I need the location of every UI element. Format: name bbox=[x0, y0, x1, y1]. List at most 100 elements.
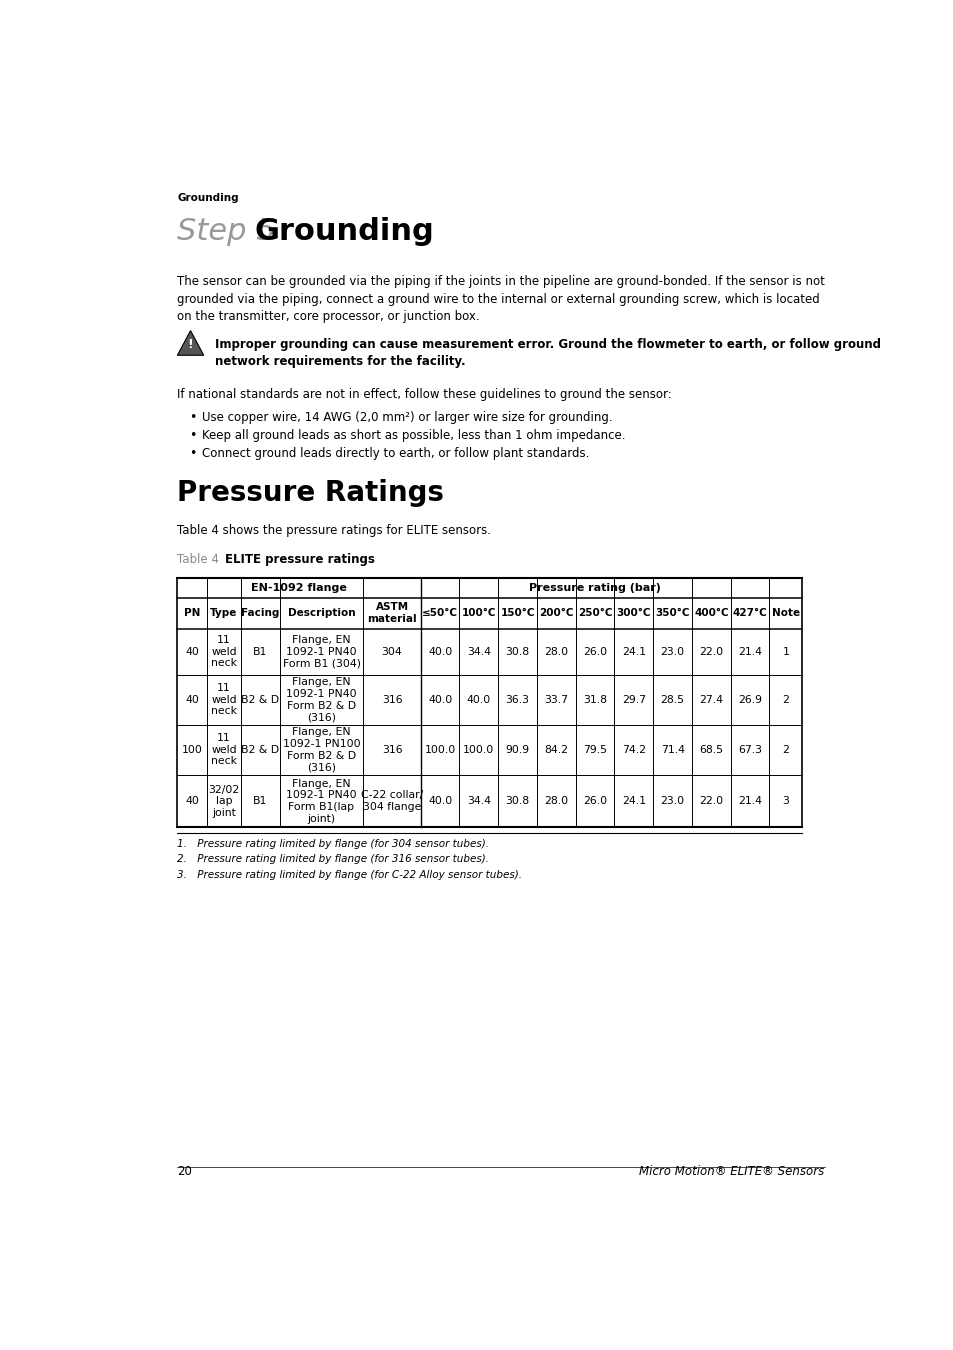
Text: 300°C: 300°C bbox=[616, 609, 650, 618]
Text: 34.4: 34.4 bbox=[466, 647, 491, 656]
Text: Step 5: Step 5 bbox=[177, 217, 275, 247]
Text: 40: 40 bbox=[185, 796, 199, 806]
Text: !: ! bbox=[188, 339, 193, 351]
Text: ASTM
material: ASTM material bbox=[367, 602, 416, 624]
Text: 28.0: 28.0 bbox=[544, 647, 568, 656]
Text: 34.4: 34.4 bbox=[466, 796, 491, 806]
Text: 26.0: 26.0 bbox=[582, 796, 606, 806]
Text: 1: 1 bbox=[781, 647, 788, 656]
Text: 79.5: 79.5 bbox=[582, 745, 606, 755]
Text: Use copper wire, 14 AWG (2,0 mm²) or larger wire size for grounding.: Use copper wire, 14 AWG (2,0 mm²) or lar… bbox=[202, 412, 612, 424]
Text: 28.0: 28.0 bbox=[544, 796, 568, 806]
Text: 40: 40 bbox=[185, 695, 199, 705]
Text: Pressure rating (bar): Pressure rating (bar) bbox=[529, 583, 660, 593]
Text: 67.3: 67.3 bbox=[738, 745, 761, 755]
Text: Micro Motion® ELITE® Sensors: Micro Motion® ELITE® Sensors bbox=[639, 1165, 823, 1179]
Text: 11
weld
neck: 11 weld neck bbox=[211, 634, 236, 668]
Text: 21.4: 21.4 bbox=[738, 796, 761, 806]
Text: B2 & D: B2 & D bbox=[241, 745, 279, 755]
Text: 84.2: 84.2 bbox=[544, 745, 568, 755]
Text: 250°C: 250°C bbox=[578, 609, 612, 618]
Text: 71.4: 71.4 bbox=[659, 745, 684, 755]
Text: B2 & D: B2 & D bbox=[241, 695, 279, 705]
Text: ≤50°C: ≤50°C bbox=[421, 609, 457, 618]
Text: Note: Note bbox=[771, 609, 799, 618]
Text: 29.7: 29.7 bbox=[621, 695, 645, 705]
Text: 23.0: 23.0 bbox=[659, 647, 684, 656]
Text: 100.0: 100.0 bbox=[463, 745, 494, 755]
Text: 32/02
lap
joint: 32/02 lap joint bbox=[208, 784, 239, 818]
Text: C-22 collar/
304 flange: C-22 collar/ 304 flange bbox=[360, 790, 423, 811]
Text: 316: 316 bbox=[381, 695, 402, 705]
Text: B1: B1 bbox=[253, 647, 267, 656]
Text: 400°C: 400°C bbox=[694, 609, 728, 618]
Text: Keep all ground leads as short as possible, less than 1 ohm impedance.: Keep all ground leads as short as possib… bbox=[202, 429, 625, 443]
Text: Flange, EN
1092-1 PN40
Form B1 (304): Flange, EN 1092-1 PN40 Form B1 (304) bbox=[282, 634, 360, 668]
Text: Flange, EN
1092-1 PN100
Form B2 & D
(316): Flange, EN 1092-1 PN100 Form B2 & D (316… bbox=[282, 728, 360, 772]
Text: •: • bbox=[189, 429, 196, 443]
Text: The sensor can be grounded via the piping if the joints in the pipeline are grou: The sensor can be grounded via the pipin… bbox=[177, 275, 824, 288]
Text: 22.0: 22.0 bbox=[699, 796, 722, 806]
Text: 427°C: 427°C bbox=[732, 609, 766, 618]
Text: 21.4: 21.4 bbox=[738, 647, 761, 656]
Text: 27.4: 27.4 bbox=[699, 695, 722, 705]
Text: 11
weld
neck: 11 weld neck bbox=[211, 683, 236, 717]
Text: grounded via the piping, connect a ground wire to the internal or external groun: grounded via the piping, connect a groun… bbox=[177, 293, 820, 305]
Text: 30.8: 30.8 bbox=[505, 647, 529, 656]
Text: 100.0: 100.0 bbox=[424, 745, 456, 755]
Text: 316: 316 bbox=[381, 745, 402, 755]
Text: 2: 2 bbox=[781, 745, 788, 755]
Text: 3: 3 bbox=[781, 796, 788, 806]
Text: 350°C: 350°C bbox=[655, 609, 689, 618]
Text: 40.0: 40.0 bbox=[466, 695, 491, 705]
Polygon shape bbox=[177, 331, 204, 355]
Text: Improper grounding can cause measurement error. Ground the flowmeter to earth, o: Improper grounding can cause measurement… bbox=[214, 339, 880, 351]
Bar bbox=[177, 578, 801, 828]
Text: Facing: Facing bbox=[241, 609, 279, 618]
Text: Pressure Ratings: Pressure Ratings bbox=[177, 479, 444, 508]
Text: Flange, EN
1092-1 PN40
Form B2 & D
(316): Flange, EN 1092-1 PN40 Form B2 & D (316) bbox=[286, 678, 356, 722]
Text: 30.8: 30.8 bbox=[505, 796, 529, 806]
Text: 40.0: 40.0 bbox=[428, 647, 452, 656]
Text: •: • bbox=[189, 412, 196, 424]
Text: 33.7: 33.7 bbox=[544, 695, 568, 705]
Text: network requirements for the facility.: network requirements for the facility. bbox=[214, 355, 465, 369]
Text: ELITE pressure ratings: ELITE pressure ratings bbox=[225, 554, 375, 566]
Text: 304: 304 bbox=[381, 647, 402, 656]
Text: 36.3: 36.3 bbox=[505, 695, 529, 705]
Text: 20: 20 bbox=[177, 1165, 193, 1179]
Text: 40.0: 40.0 bbox=[428, 695, 452, 705]
Text: 40: 40 bbox=[185, 647, 199, 656]
Text: 100: 100 bbox=[181, 745, 202, 755]
Text: EN-1092 flange: EN-1092 flange bbox=[251, 583, 347, 593]
Text: 2: 2 bbox=[781, 695, 788, 705]
Text: Table 4 shows the pressure ratings for ELITE sensors.: Table 4 shows the pressure ratings for E… bbox=[177, 524, 491, 537]
Text: Flange, EN
1092-1 PN40
Form B1(lap
joint): Flange, EN 1092-1 PN40 Form B1(lap joint… bbox=[286, 779, 356, 824]
Text: 24.1: 24.1 bbox=[621, 796, 645, 806]
Text: 200°C: 200°C bbox=[538, 609, 573, 618]
Text: Type: Type bbox=[210, 609, 237, 618]
Text: 26.0: 26.0 bbox=[582, 647, 606, 656]
Text: 68.5: 68.5 bbox=[699, 745, 722, 755]
Text: 11
weld
neck: 11 weld neck bbox=[211, 733, 236, 767]
Text: Connect ground leads directly to earth, or follow plant standards.: Connect ground leads directly to earth, … bbox=[202, 447, 589, 460]
Text: If national standards are not in effect, follow these guidelines to ground the s: If national standards are not in effect,… bbox=[177, 389, 672, 401]
Text: 3. Pressure rating limited by flange (for C-22 Alloy sensor tubes).: 3. Pressure rating limited by flange (fo… bbox=[177, 869, 522, 880]
Text: 1. Pressure rating limited by flange (for 304 sensor tubes).: 1. Pressure rating limited by flange (fo… bbox=[177, 838, 489, 849]
Text: 150°C: 150°C bbox=[499, 609, 535, 618]
Text: 28.5: 28.5 bbox=[659, 695, 684, 705]
Text: B1: B1 bbox=[253, 796, 267, 806]
Text: 23.0: 23.0 bbox=[659, 796, 684, 806]
Text: 24.1: 24.1 bbox=[621, 647, 645, 656]
Text: 22.0: 22.0 bbox=[699, 647, 722, 656]
Text: 31.8: 31.8 bbox=[582, 695, 606, 705]
Text: 2. Pressure rating limited by flange (for 316 sensor tubes).: 2. Pressure rating limited by flange (fo… bbox=[177, 855, 489, 864]
Text: 26.9: 26.9 bbox=[738, 695, 761, 705]
Text: Table 4: Table 4 bbox=[177, 554, 219, 566]
Text: Grounding: Grounding bbox=[177, 193, 239, 202]
Text: Description: Description bbox=[288, 609, 355, 618]
Text: 40.0: 40.0 bbox=[428, 796, 452, 806]
Text: •: • bbox=[189, 447, 196, 460]
Text: Grounding: Grounding bbox=[254, 217, 435, 247]
Text: 90.9: 90.9 bbox=[505, 745, 529, 755]
